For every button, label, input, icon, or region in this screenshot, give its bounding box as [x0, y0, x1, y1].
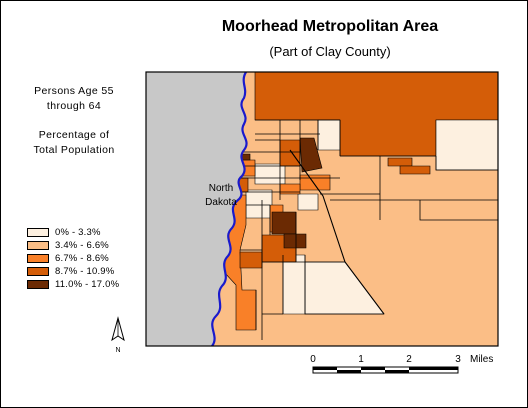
- scale-tick-label: 2: [406, 354, 412, 365]
- tract-region: [283, 233, 307, 249]
- red-river-line: [211, 72, 248, 346]
- tract-region: [297, 193, 319, 211]
- scale-tick-label: 1: [358, 354, 364, 365]
- tract-region: [299, 174, 331, 191]
- legend-swatch: [27, 253, 49, 263]
- legend-label: 0% - 3.3%: [55, 226, 101, 238]
- legend-swatch: [27, 240, 49, 250]
- tract-region: [271, 211, 297, 235]
- legend-label: 6.7% - 8.6%: [55, 252, 109, 264]
- tract-region: [317, 119, 341, 151]
- tract-region: [387, 157, 413, 167]
- state-label-line-1: North: [209, 183, 233, 194]
- legend-label: 8.7% - 10.9%: [55, 265, 115, 277]
- map-body: [146, 72, 498, 346]
- tract-region: [279, 183, 301, 195]
- legend-item: 8.7% - 10.9%: [27, 265, 119, 278]
- scale-tick-label: 0: [310, 354, 316, 365]
- tract-region: [435, 119, 498, 171]
- description-line-1: Persons Age 55: [34, 85, 114, 97]
- scale-bar: 0 1 2 3 Miles: [310, 354, 493, 374]
- tract-region: [399, 165, 431, 175]
- north-arrow-icon: [111, 316, 125, 342]
- legend-item: 3.4% - 6.6%: [27, 239, 119, 252]
- legend-swatch: [27, 227, 49, 237]
- description-line-2: through 64: [46, 100, 102, 112]
- tract-region: [299, 137, 323, 173]
- tract-region: [254, 163, 286, 185]
- scale-unit-label: Miles: [470, 354, 493, 365]
- scale-tick-label: 3: [455, 354, 461, 365]
- map-legend: 0% - 3.3% 3.4% - 6.6% 6.7% - 8.6% 8.7% -…: [27, 226, 119, 291]
- legend-label: 3.4% - 6.6%: [55, 239, 109, 251]
- description-line-3: Percentage of: [38, 129, 110, 141]
- tract-boundaries: [236, 119, 498, 340]
- tract-region: [239, 251, 263, 269]
- legend-swatch: [27, 279, 49, 289]
- north-dakota-area: [146, 72, 247, 346]
- tract-region: [282, 254, 306, 315]
- state-label-line-2: Dakota: [205, 197, 237, 208]
- tract-region: [245, 189, 273, 219]
- map-border: [145, 71, 499, 347]
- legend-item: 6.7% - 8.6%: [27, 252, 119, 265]
- map-title: Moorhead Metropolitan Area: [221, 18, 439, 35]
- tract-region: [279, 139, 301, 167]
- legend-item: 11.0% - 17.0%: [27, 278, 119, 291]
- legend-item: 0% - 3.3%: [27, 226, 119, 239]
- north-label: N: [115, 347, 120, 354]
- legend-swatch: [27, 266, 49, 276]
- legend-label: 11.0% - 17.0%: [55, 278, 120, 290]
- highway-line: [289, 149, 385, 315]
- map-subtitle: (Part of Clay County): [269, 44, 391, 59]
- description-line-4: Total Population: [33, 144, 115, 156]
